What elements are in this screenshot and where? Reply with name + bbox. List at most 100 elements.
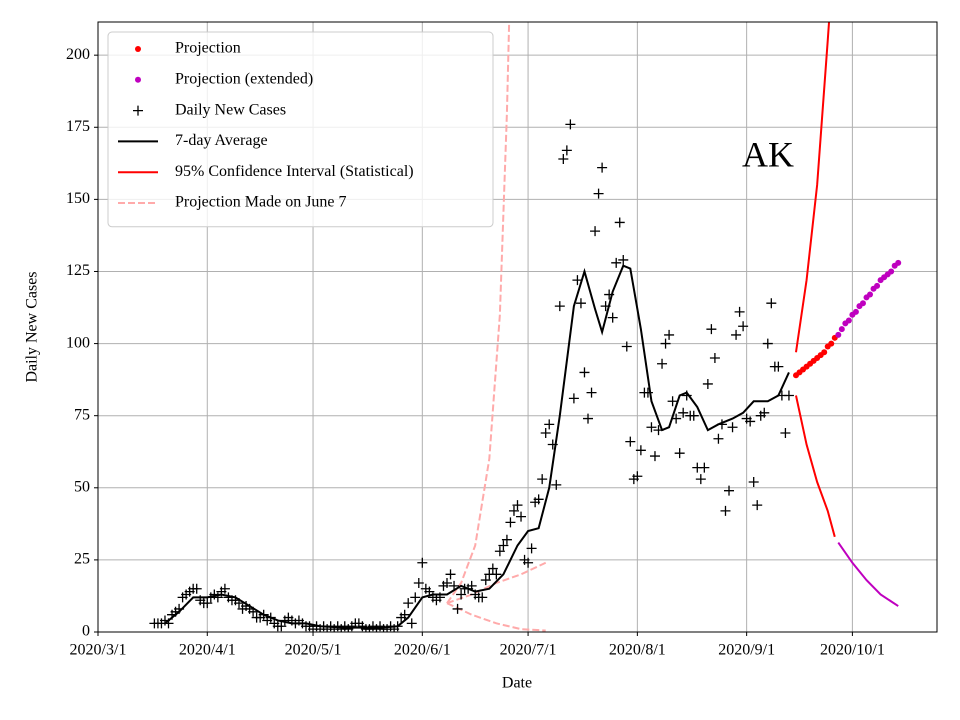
case-marker bbox=[512, 500, 523, 511]
case-marker bbox=[540, 427, 551, 438]
case-marker bbox=[759, 407, 770, 418]
projection-dot bbox=[895, 259, 902, 266]
case-marker bbox=[558, 153, 569, 164]
y-tick-label: 125 bbox=[66, 262, 90, 279]
x-tick-label: 2020/7/1 bbox=[500, 642, 557, 659]
dashed-line bbox=[446, 22, 511, 604]
case-marker bbox=[424, 586, 435, 597]
case-marker bbox=[681, 390, 692, 401]
x-tick-label: 2020/10/1 bbox=[820, 642, 885, 659]
case-marker bbox=[494, 546, 505, 557]
case-marker bbox=[234, 598, 245, 609]
projection-dot bbox=[859, 300, 866, 307]
case-marker bbox=[625, 436, 636, 447]
legend-label: Projection bbox=[175, 40, 241, 57]
case-marker bbox=[568, 393, 579, 404]
case-marker bbox=[667, 396, 678, 407]
case-marker bbox=[466, 580, 477, 591]
case-marker bbox=[561, 145, 572, 156]
case-marker bbox=[219, 583, 230, 594]
y-tick-label: 25 bbox=[74, 551, 90, 568]
case-marker bbox=[695, 474, 706, 485]
case-marker bbox=[632, 471, 643, 482]
case-marker bbox=[403, 598, 414, 609]
projection-dot bbox=[838, 326, 845, 333]
legend-label: 95% Confidence Interval (Statistical) bbox=[175, 163, 414, 180]
case-marker bbox=[191, 583, 202, 594]
case-marker bbox=[505, 517, 516, 528]
y-tick-label: 100 bbox=[66, 334, 90, 351]
case-marker bbox=[572, 275, 583, 286]
case-marker bbox=[456, 589, 467, 600]
case-marker bbox=[441, 577, 452, 588]
annotation: AK bbox=[742, 134, 794, 174]
case-marker bbox=[706, 324, 717, 335]
case-marker bbox=[202, 598, 213, 609]
case-marker bbox=[212, 592, 223, 603]
legend-label: 7-day Average bbox=[175, 132, 268, 149]
case-marker bbox=[635, 445, 646, 456]
line bbox=[837, 542, 899, 607]
projection-dot bbox=[888, 268, 895, 275]
case-marker bbox=[174, 603, 185, 614]
dashed-line bbox=[446, 561, 547, 605]
case-marker bbox=[410, 592, 421, 603]
legend-symbol bbox=[135, 76, 141, 83]
case-marker bbox=[649, 451, 660, 462]
projection-dot bbox=[828, 340, 835, 347]
case-marker bbox=[671, 413, 682, 424]
case-marker bbox=[748, 477, 759, 488]
case-marker bbox=[713, 433, 724, 444]
projection-dot bbox=[867, 291, 874, 298]
y-tick-label: 200 bbox=[66, 46, 90, 63]
case-marker bbox=[699, 462, 710, 473]
case-marker bbox=[533, 494, 544, 505]
y-tick-label: 0 bbox=[82, 623, 90, 640]
case-marker bbox=[678, 407, 689, 418]
case-marker bbox=[657, 358, 668, 369]
case-marker bbox=[583, 413, 594, 424]
x-tick-label: 2020/3/1 bbox=[70, 642, 127, 659]
case-marker bbox=[445, 569, 456, 580]
axes-frame bbox=[97, 21, 938, 633]
x-tick-label: 2020/4/1 bbox=[179, 642, 236, 659]
line bbox=[795, 395, 836, 538]
projection-dot bbox=[835, 331, 842, 338]
legend-box bbox=[107, 31, 494, 228]
case-marker bbox=[614, 217, 625, 228]
case-marker bbox=[660, 338, 671, 349]
case-marker bbox=[773, 361, 784, 372]
projection-dot bbox=[845, 317, 852, 324]
projection-dot bbox=[874, 282, 881, 289]
case-marker bbox=[508, 505, 519, 516]
x-tick-label: 2020/9/1 bbox=[718, 642, 775, 659]
case-marker bbox=[762, 338, 773, 349]
legend-label: Daily New Cases bbox=[175, 101, 286, 118]
case-marker bbox=[554, 301, 565, 312]
case-marker bbox=[501, 534, 512, 545]
legend: Projection Projection (extended) Daily New… bbox=[107, 31, 494, 228]
case-marker bbox=[480, 575, 491, 586]
case-marker bbox=[653, 425, 664, 436]
case-marker bbox=[646, 422, 657, 433]
case-marker bbox=[544, 419, 555, 430]
case-marker bbox=[727, 422, 738, 433]
case-marker bbox=[498, 540, 509, 551]
y-tick-label: 150 bbox=[66, 190, 90, 207]
case-marker bbox=[452, 603, 463, 614]
case-marker bbox=[720, 505, 731, 516]
case-marker bbox=[621, 341, 632, 352]
legend-label: Projection (extended) bbox=[175, 70, 313, 87]
case-marker bbox=[709, 353, 720, 364]
legend-label: Projection Made on June 7 bbox=[175, 194, 347, 211]
case-marker bbox=[586, 387, 597, 398]
case-marker bbox=[413, 577, 424, 588]
case-marker bbox=[265, 612, 276, 623]
case-marker bbox=[575, 298, 586, 309]
case-marker bbox=[674, 448, 685, 459]
case-marker bbox=[248, 606, 259, 617]
plot-area bbox=[149, 22, 902, 632]
case-marker bbox=[392, 621, 403, 632]
x-tick-label: 2020/6/1 bbox=[394, 642, 451, 659]
